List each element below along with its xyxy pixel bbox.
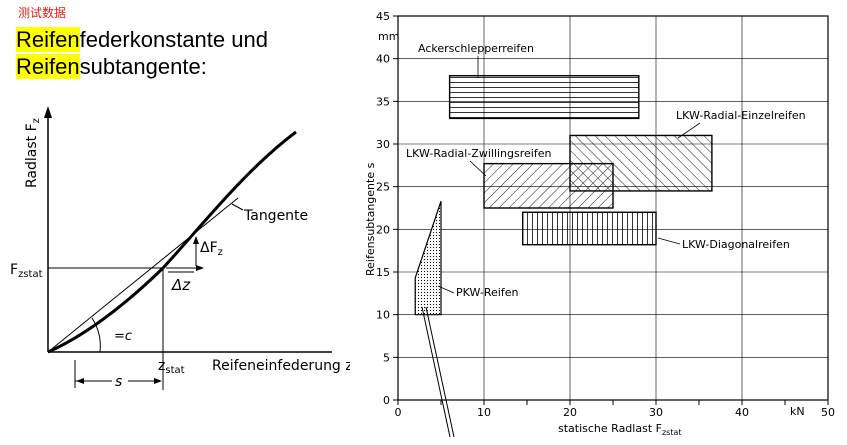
heading-rest-1: federkonstante und bbox=[79, 27, 268, 52]
y-tick-label: 40 bbox=[376, 53, 390, 66]
x-tick-label: 50 bbox=[821, 406, 835, 419]
x-tick-label: 20 bbox=[563, 406, 577, 419]
y-tick-label: 15 bbox=[376, 266, 390, 279]
subtangent-chart: 0 10 20 30 40 50 0 5 10 15 20 25 30 35 40 45 mm kN Reif… bbox=[364, 10, 835, 438]
y-tick-label: 5 bbox=[383, 351, 390, 364]
angle-arc bbox=[91, 317, 101, 353]
heading-highlight-1: Reifen bbox=[16, 27, 80, 52]
s-left-arrow bbox=[76, 378, 84, 384]
s-label: s bbox=[115, 374, 122, 390]
heading-highlight-2: Reifen bbox=[16, 54, 80, 79]
pkw-pointer-line-1 bbox=[421, 306, 451, 438]
delta-f-label: ΔFz bbox=[200, 240, 223, 258]
x-unit-label: kN bbox=[790, 405, 805, 418]
chart-regions bbox=[414, 75, 713, 316]
x-tick-label: 30 bbox=[649, 406, 663, 419]
region-lkw-diagonalreifen bbox=[521, 211, 657, 246]
tangent-label: Tangente bbox=[243, 208, 308, 224]
fzstat-label: Fzstat bbox=[10, 262, 43, 280]
y-tick-label: 10 bbox=[376, 309, 390, 322]
x-tick-label: 0 bbox=[395, 406, 402, 419]
s-label-bg bbox=[112, 372, 128, 388]
delta-z-label: Δz bbox=[171, 276, 191, 294]
delta-f-arrowhead bbox=[193, 236, 199, 244]
chart-y-axis-label: Reifensubtangente s bbox=[364, 162, 377, 276]
chart-ticks: 0 10 20 30 40 50 0 5 10 15 20 25 30 35 40 45 bbox=[376, 10, 835, 419]
y-tick-label: 45 bbox=[376, 10, 390, 23]
chart-x-axis-label: statische Radlast Fzstat bbox=[558, 422, 682, 437]
left-y-arrow bbox=[44, 106, 52, 118]
y-tick-label: 30 bbox=[376, 138, 390, 151]
label-pkw: PKW-Reifen bbox=[456, 286, 518, 299]
load-deflection-curve bbox=[47, 130, 297, 354]
leader-pkw bbox=[437, 285, 455, 294]
y-tick-label: 25 bbox=[376, 181, 390, 194]
tangent-line bbox=[47, 197, 239, 353]
pkw-pointer-line-2 bbox=[425, 306, 455, 438]
x-tick-label: 40 bbox=[735, 406, 749, 419]
y-tick-label: 35 bbox=[376, 95, 390, 108]
region-ackerschlepperreifen bbox=[448, 75, 640, 120]
zstat-label: zstat bbox=[158, 358, 185, 376]
y-tick-label: 0 bbox=[383, 394, 390, 407]
leader-lkw-zwilling bbox=[469, 160, 487, 177]
region-pkw-reifen bbox=[414, 200, 442, 316]
s-right-arrow bbox=[154, 378, 162, 384]
y-unit-label: mm bbox=[378, 30, 399, 43]
label-lkw-einzel: LKW-Radial-Einzelreifen bbox=[676, 109, 806, 122]
leader-lkw-einzel bbox=[677, 122, 701, 139]
spring-constant-diagram: Radlast Fz Tangente Fzstat zstat ΔFz Δz … bbox=[10, 106, 350, 390]
left-y-axis-label: Radlast Fz bbox=[24, 118, 42, 188]
label-lkw-diagonal: LKW-Diagonalreifen bbox=[682, 238, 790, 251]
left-x-axis-label: Reifeneinfederung z bbox=[212, 358, 350, 374]
label-lkw-zwilling: LKW-Radial-Zwillingsreifen bbox=[406, 147, 551, 160]
tangent-leader bbox=[231, 203, 244, 211]
region-lkw-radial-zwillingsreifen bbox=[483, 162, 614, 209]
slide-heading: Reifenfederkonstante und Reifensubtangen… bbox=[16, 26, 268, 80]
watermark-text: 测试数据 bbox=[18, 6, 67, 20]
delta-z-arrowhead bbox=[196, 265, 204, 271]
leader-lkw-diagonal bbox=[657, 237, 681, 245]
x-tick-label: 10 bbox=[477, 406, 491, 419]
y-tick-label: 20 bbox=[376, 223, 390, 236]
angle-label: =c bbox=[114, 329, 132, 344]
heading-rest-2: subtangente: bbox=[79, 54, 207, 79]
label-ackerschlepper: Ackerschlepperreifen bbox=[418, 42, 534, 55]
